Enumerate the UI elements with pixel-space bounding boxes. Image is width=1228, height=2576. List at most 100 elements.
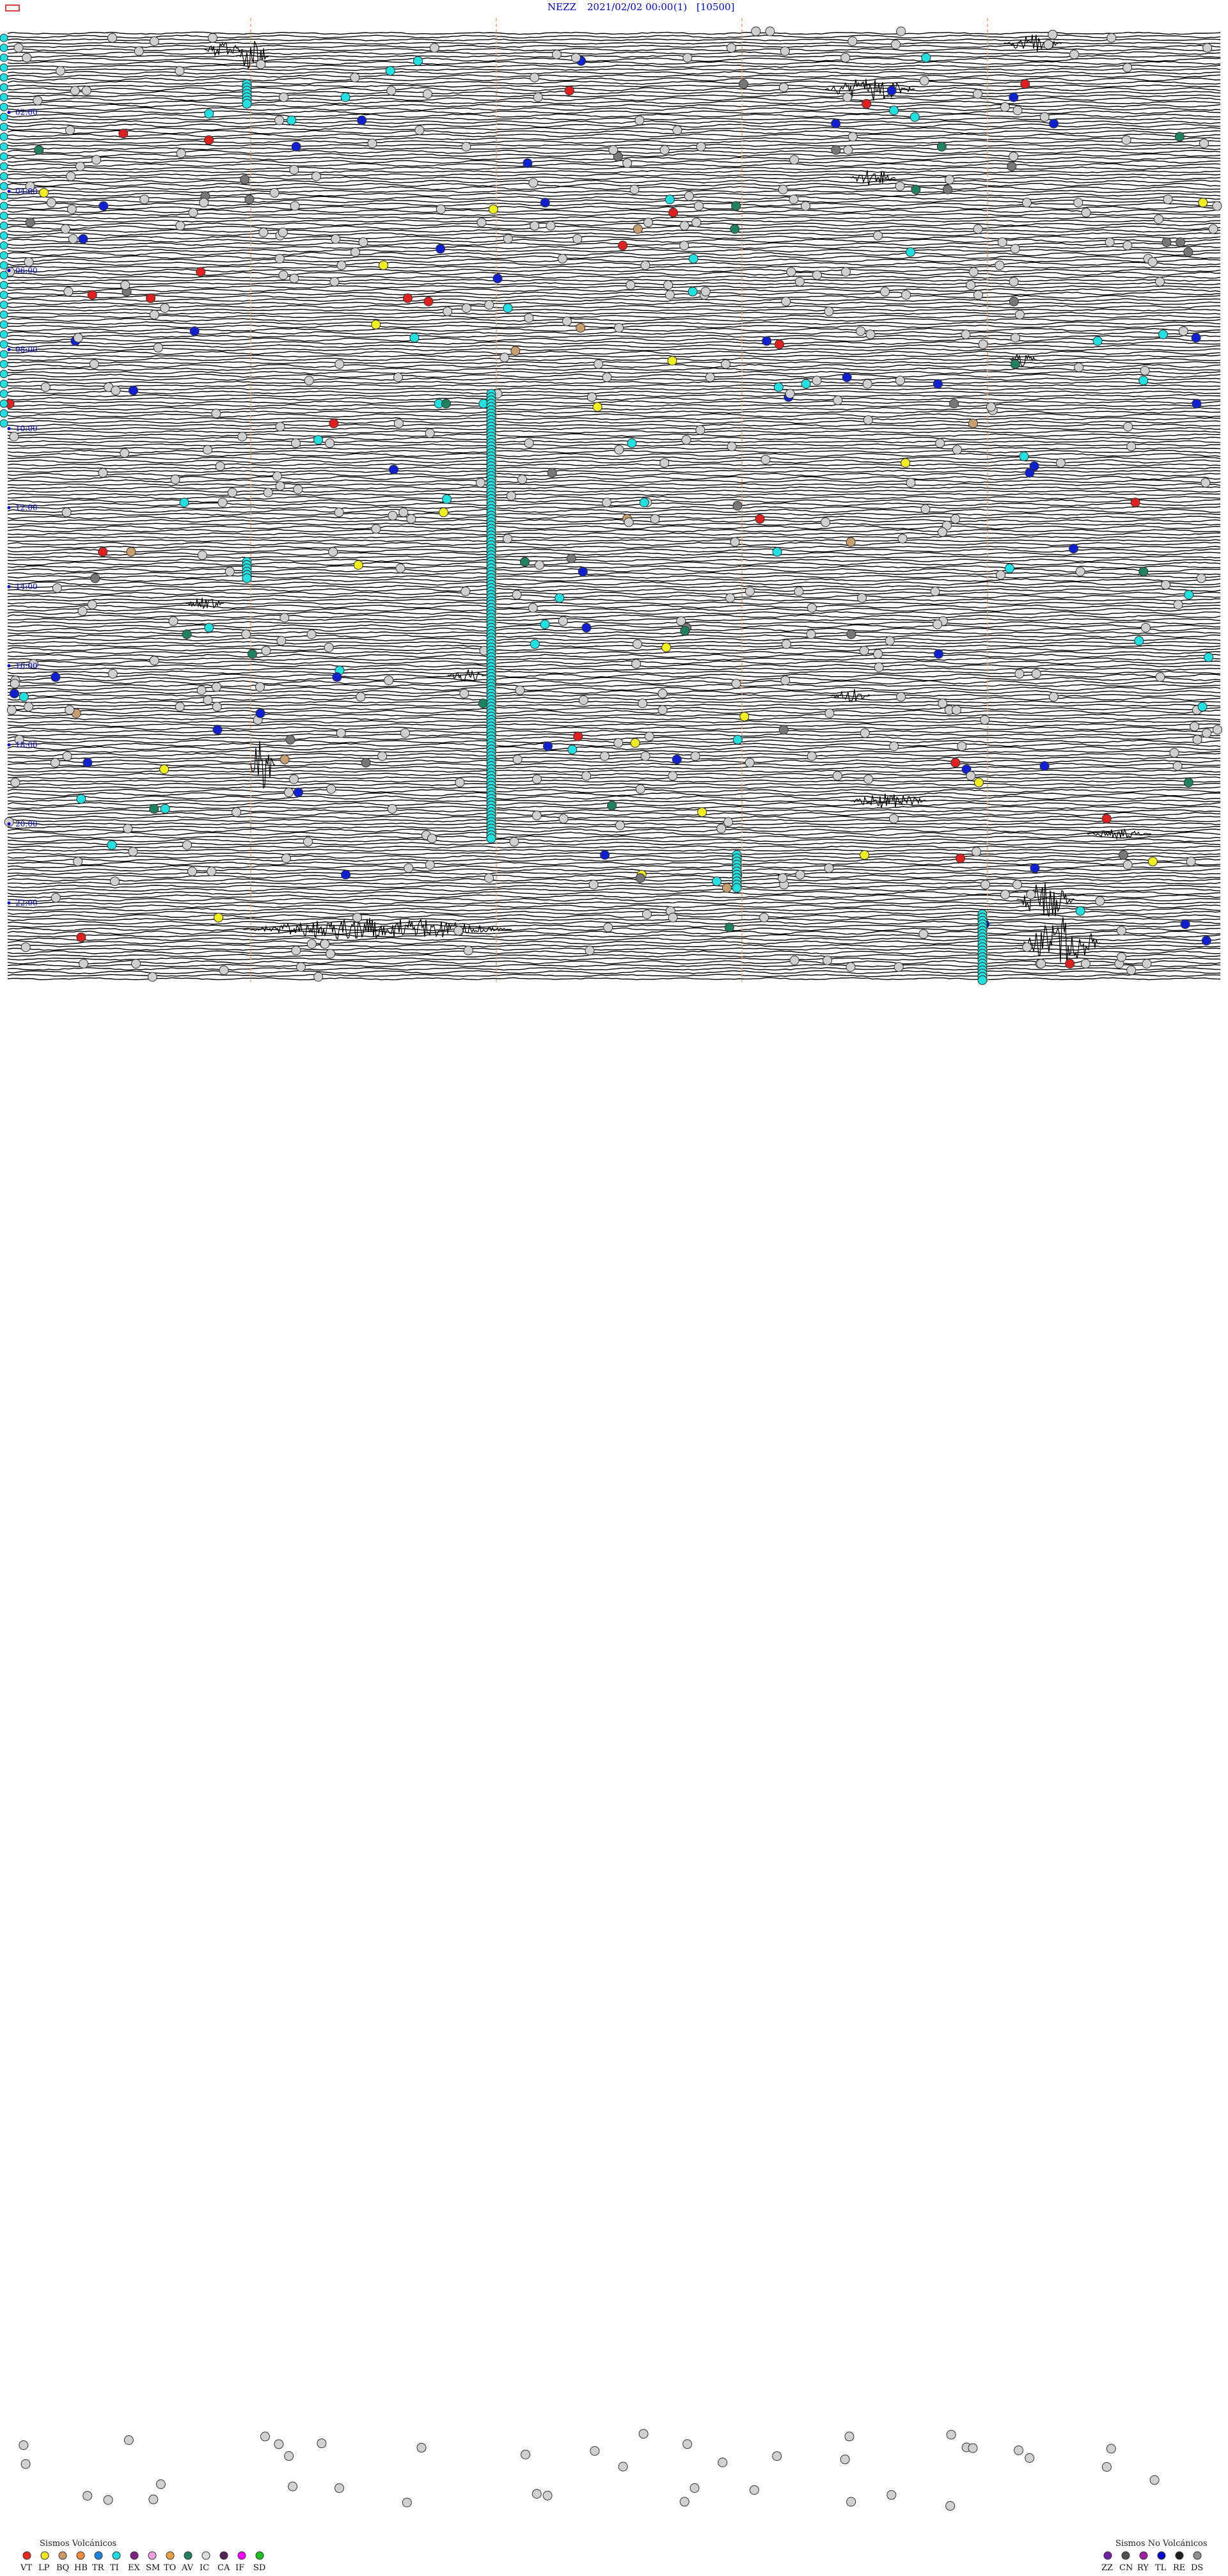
trace-line [7,225,1221,230]
trace-line [8,370,1221,375]
event-marker [293,484,303,494]
trace-line [7,430,1221,434]
trace-line [7,704,1221,707]
trace-line [7,344,1221,349]
event-marker [727,43,736,53]
event-marker [429,43,439,53]
event-burst [1087,828,1152,841]
event-marker [66,171,76,182]
event-burst [831,689,870,702]
event-marker [833,395,843,406]
trace-line [7,548,1221,553]
event-marker [19,691,29,702]
event-marker [68,234,78,244]
legend-swatch [166,2551,175,2560]
event-marker [572,234,583,244]
time-label: 06:00 [15,266,38,275]
event-burst [249,741,276,789]
trace-line [7,746,1221,750]
trace-line [7,137,1221,141]
event-marker [806,629,816,639]
event-marker [1030,863,1040,873]
event-bursts [185,35,1152,968]
event-marker [1126,965,1137,976]
event-marker [901,290,911,300]
trace-line [7,555,1221,559]
trace-line [7,680,1221,684]
event-marker [79,959,89,968]
trace-line [7,127,1221,131]
legend-code: AV [181,2563,194,2573]
event-marker [945,175,955,185]
event-marker [1101,2462,1112,2472]
event-marker [1000,889,1011,899]
event-marker [1101,814,1112,824]
trace-line [7,601,1221,605]
event-marker [945,2501,956,2511]
event-marker [721,359,731,369]
event-marker [425,428,435,438]
event-marker [335,2483,344,2493]
trace-line [7,351,1221,356]
trace-line [7,281,1221,285]
trace-line [7,94,1221,98]
trace-line [7,506,1221,510]
event-marker [812,270,822,280]
trace-line [7,944,1221,948]
trace-line [7,64,1221,68]
event-marker [241,629,251,639]
event-marker [624,517,634,527]
event-marker [957,741,967,752]
event-marker [659,145,670,155]
event-marker [901,458,911,468]
event-marker [204,135,214,145]
event-marker [626,280,636,290]
date-label: 2021/02/02 00:00 [587,1,673,13]
trace-line [7,947,1221,951]
trace-line [7,390,1221,395]
trace-line [7,594,1221,599]
event-marker [40,382,51,392]
event-marker [844,2431,854,2442]
event-marker [824,863,834,873]
event-marker [214,912,224,922]
hour-mark-icon [7,427,11,431]
event-marker [1106,33,1117,43]
event-marker [663,280,673,290]
event-marker [966,771,976,781]
event-marker [613,738,624,748]
event-marker [350,72,360,83]
event-marker [484,300,494,310]
edge-marker [0,360,8,368]
event-marker [540,198,550,208]
event-marker [956,853,965,864]
event-marker [1184,590,1194,600]
event-marker [269,187,279,198]
event-marker [885,636,895,646]
event-marker [400,728,410,738]
event-marker [500,352,510,363]
event-marker [285,734,295,745]
event-marker [629,184,640,194]
event-marker [350,247,360,257]
event-marker [995,260,1005,271]
trace-line [7,68,1221,71]
event-marker [1000,102,1010,112]
event-marker [906,247,916,257]
event-marker [272,471,282,481]
event-marker [1014,668,1025,679]
hour-mark-icon [7,189,11,193]
edge-marker [0,251,8,260]
trace-line [7,709,1221,715]
trace-line [7,130,1221,134]
event-marker [588,880,599,890]
event-marker [730,224,740,234]
event-marker [614,323,624,333]
legend-swatch [94,2551,103,2560]
trace-line [7,686,1221,691]
event-marker [996,570,1006,580]
event-marker [414,125,425,135]
event-marker [81,86,91,96]
event-marker [146,293,156,303]
event-marker [25,181,35,191]
